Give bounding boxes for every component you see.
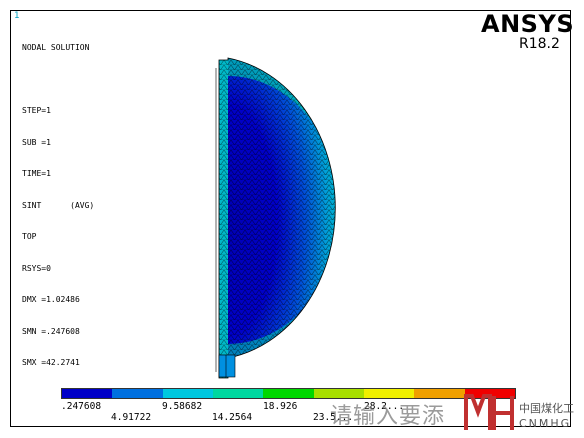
info-line: SINT (AVG) xyxy=(22,200,95,210)
legend-label: .247608 xyxy=(61,401,102,412)
legend-segment xyxy=(363,389,415,398)
solution-info-block: NODAL SOLUTION STEP=1 SUB =1 TIME=1 SINT… xyxy=(22,22,94,379)
legend-label: 18.926 xyxy=(263,401,298,412)
info-line: SUB =1 xyxy=(22,137,51,147)
element-mesh xyxy=(219,58,336,378)
window-number: 1 xyxy=(14,11,20,21)
legend-label: 9.58682 xyxy=(162,401,203,412)
legend-label: 4.91722 xyxy=(111,412,152,423)
watermark-text: 请输入要添 xyxy=(330,404,446,429)
legend-label: 28.2... xyxy=(364,401,405,412)
info-line: TIME=1 xyxy=(22,169,51,178)
legend-segment xyxy=(414,389,465,398)
info-line: SMX =42.2741 xyxy=(22,358,80,367)
info-line: RSYS=0 xyxy=(22,263,51,273)
info-line: DMX =1.02486 xyxy=(22,295,80,304)
ansys-version: R18.2 xyxy=(519,36,560,52)
legend-segment xyxy=(212,389,264,398)
company-name-en: CNMHG xyxy=(519,417,572,430)
contour-legend-bar xyxy=(61,388,516,399)
legend-segment xyxy=(62,389,113,398)
legend-segment xyxy=(112,389,163,398)
legend-label: 23.5... xyxy=(313,412,354,423)
ansys-logo: ANSYS xyxy=(481,10,575,38)
legend-segment xyxy=(263,389,314,398)
base-element xyxy=(218,354,236,378)
company-name-cn: 中国煤化工 xyxy=(519,402,574,415)
legend-label: 14.2564 xyxy=(212,412,253,423)
legend-segment xyxy=(313,389,364,398)
info-line: SMN =.247608 xyxy=(22,326,80,336)
info-line: TOP xyxy=(22,232,37,241)
info-line: NODAL SOLUTION xyxy=(22,43,90,52)
legend-segment xyxy=(162,389,213,398)
legend-segment xyxy=(464,389,515,398)
info-line: STEP=1 xyxy=(22,106,51,115)
model-outline xyxy=(218,57,336,379)
semicircle-model xyxy=(219,58,336,378)
company-logo-icon xyxy=(464,394,514,430)
